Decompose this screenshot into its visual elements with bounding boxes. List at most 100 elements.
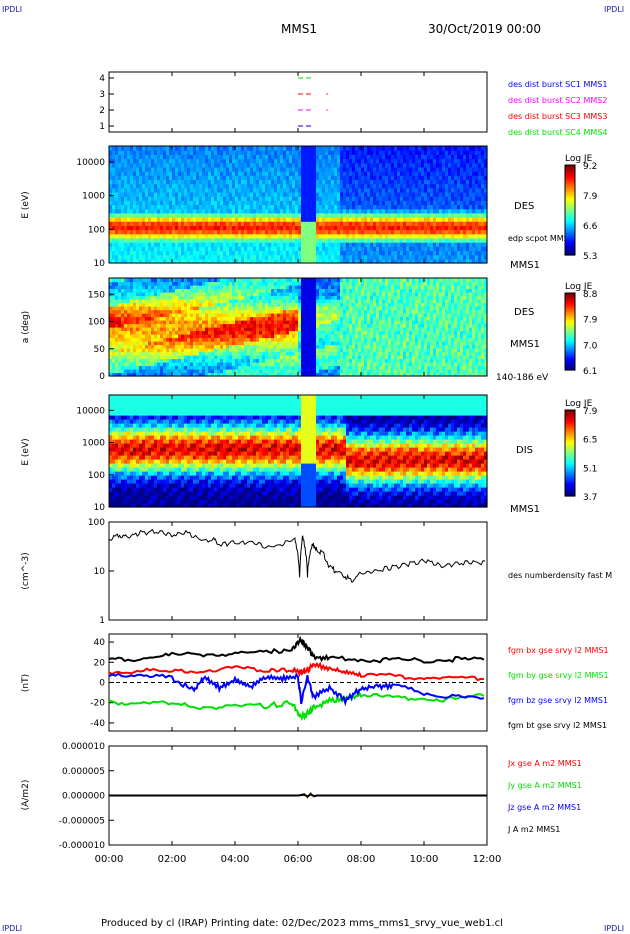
heat-cell — [115, 217, 119, 222]
heat-cell — [163, 229, 167, 235]
heat-cell — [127, 204, 131, 210]
heat-cell — [436, 150, 440, 155]
heat-cell — [199, 278, 203, 283]
heat-cell — [457, 200, 461, 206]
heat-cell — [169, 288, 173, 293]
heat-cell — [436, 204, 440, 210]
heat-cell — [196, 320, 200, 325]
heat-cell — [232, 229, 236, 235]
heat-cell — [208, 362, 212, 367]
heat-cell — [250, 217, 254, 222]
heat-cell — [142, 292, 146, 297]
heat-cell — [448, 221, 452, 226]
heat-cell — [136, 334, 140, 339]
heat-cell — [289, 254, 293, 260]
heat-cell — [250, 187, 254, 193]
heat-cell — [361, 183, 365, 189]
heat-cell — [442, 254, 446, 260]
heat-cell — [196, 365, 200, 370]
heat-cell — [310, 179, 314, 185]
heat-cell — [469, 146, 473, 151]
heat-cell — [346, 183, 350, 189]
heat-cell — [409, 191, 413, 197]
heat-cell — [436, 250, 440, 256]
heat-cell — [469, 233, 473, 239]
heat-cell — [418, 175, 422, 181]
heat-cell — [400, 187, 404, 193]
heat-cell — [373, 191, 377, 197]
heat-cell — [322, 158, 326, 164]
heat-cell — [340, 187, 344, 193]
heat-cell — [376, 258, 380, 264]
heat-cell — [115, 348, 119, 353]
heat-cell — [157, 246, 161, 252]
heat-cell — [421, 242, 425, 247]
heat-cell — [460, 146, 464, 151]
heat-cell — [385, 250, 389, 256]
heat-cell — [343, 196, 347, 201]
heat-cell — [160, 302, 164, 307]
heat-cell — [334, 233, 338, 239]
heat-cell — [478, 196, 482, 201]
heat-cell — [451, 229, 455, 235]
heat-cell — [184, 327, 188, 332]
heat-cell — [169, 313, 173, 318]
heat-cell — [133, 299, 137, 304]
heat-cell — [187, 217, 191, 222]
heat-cell — [202, 250, 206, 256]
heat-cell — [370, 237, 374, 243]
heat-cell — [226, 171, 230, 176]
heat-cell — [208, 258, 212, 264]
heat-cell — [343, 191, 347, 197]
heat-cell — [427, 175, 431, 181]
heat-cell — [265, 150, 269, 155]
heat-cell — [166, 292, 170, 297]
heat-cell — [244, 309, 248, 314]
heat-cell — [121, 323, 125, 328]
heat-cell — [220, 292, 224, 297]
heat-cell — [148, 191, 152, 197]
heat-cell — [124, 306, 128, 311]
heat-cell — [409, 242, 413, 247]
heat-cell — [247, 313, 251, 318]
heat-cell — [403, 221, 407, 226]
heat-cell — [178, 166, 182, 172]
heat-cell — [292, 233, 296, 239]
heat-cell — [370, 204, 374, 210]
heat-cell — [181, 327, 185, 332]
heat-cell — [319, 208, 323, 214]
heat-cell — [130, 204, 134, 210]
heat-cell — [235, 183, 239, 189]
heat-cell — [331, 254, 335, 260]
heat-cell — [142, 302, 146, 307]
heat-cell — [439, 225, 443, 231]
heat-cell — [481, 246, 485, 252]
heat-cell — [379, 246, 383, 252]
heat-cell — [124, 183, 128, 189]
heat-cell — [244, 196, 248, 201]
heat-cell — [472, 254, 476, 260]
heat-cell — [463, 258, 467, 264]
heat-cell — [157, 191, 161, 197]
heat-cell — [469, 200, 473, 206]
heat-cell — [148, 348, 152, 353]
heat-cell — [472, 146, 476, 151]
heat-cell — [463, 179, 467, 185]
heat-cell — [430, 208, 434, 214]
heat-cell — [445, 196, 449, 201]
heat-cell — [457, 242, 461, 247]
heat-cell — [163, 288, 167, 293]
heat-cell — [475, 179, 479, 185]
heat-cell — [424, 196, 428, 201]
heat-cell — [394, 258, 398, 264]
heat-cell — [484, 233, 488, 239]
heat-cell — [202, 369, 206, 374]
heat-cell — [313, 242, 317, 247]
heat-cell — [214, 330, 218, 335]
heat-cell — [382, 196, 386, 201]
heat-cell — [112, 171, 116, 176]
heat-cell — [187, 323, 191, 328]
heat-cell — [112, 246, 116, 252]
heat-cell — [475, 254, 479, 260]
heat-cell — [376, 204, 380, 210]
